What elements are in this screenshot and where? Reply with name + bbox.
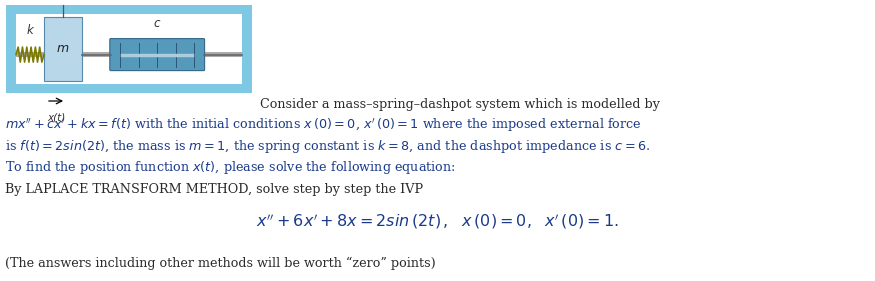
Text: $mx^{\prime\prime} + cx^{\prime} + kx = f(t)$ with the initial conditions $x\,(0: $mx^{\prime\prime} + cx^{\prime} + kx = … <box>5 116 641 134</box>
FancyBboxPatch shape <box>16 52 242 57</box>
FancyBboxPatch shape <box>242 14 252 84</box>
FancyBboxPatch shape <box>44 17 82 81</box>
Text: (The answers including other methods will be worth “zero” points): (The answers including other methods wil… <box>5 257 436 270</box>
Text: c: c <box>154 17 160 30</box>
FancyBboxPatch shape <box>6 84 252 93</box>
Text: $x^{\prime\prime} + 6x^{\prime} + 8x = 2sin\,(2t)\,,\ \ x\,(0) = 0,\ \ x^{\prime: $x^{\prime\prime} + 6x^{\prime} + 8x = 2… <box>256 212 619 231</box>
Text: x(t): x(t) <box>47 112 66 122</box>
FancyBboxPatch shape <box>6 5 252 14</box>
Text: m: m <box>57 42 69 56</box>
FancyBboxPatch shape <box>6 14 16 84</box>
Text: is $f(t) = 2sin(2t)$, the mass is $m = 1$, the spring constant is $k = 8$, and t: is $f(t) = 2sin(2t)$, the mass is $m = 1… <box>5 138 650 155</box>
Text: Consider a mass–spring–dashpot system which is modelled by: Consider a mass–spring–dashpot system wh… <box>260 98 660 111</box>
Text: By LAPLACE TRANSFORM METHOD, solve step by step the IVP: By LAPLACE TRANSFORM METHOD, solve step … <box>5 183 424 196</box>
Text: k: k <box>26 24 33 37</box>
Text: To find the position function $x(t)$, please solve the following equation:: To find the position function $x(t)$, pl… <box>5 159 456 176</box>
FancyBboxPatch shape <box>109 38 205 71</box>
